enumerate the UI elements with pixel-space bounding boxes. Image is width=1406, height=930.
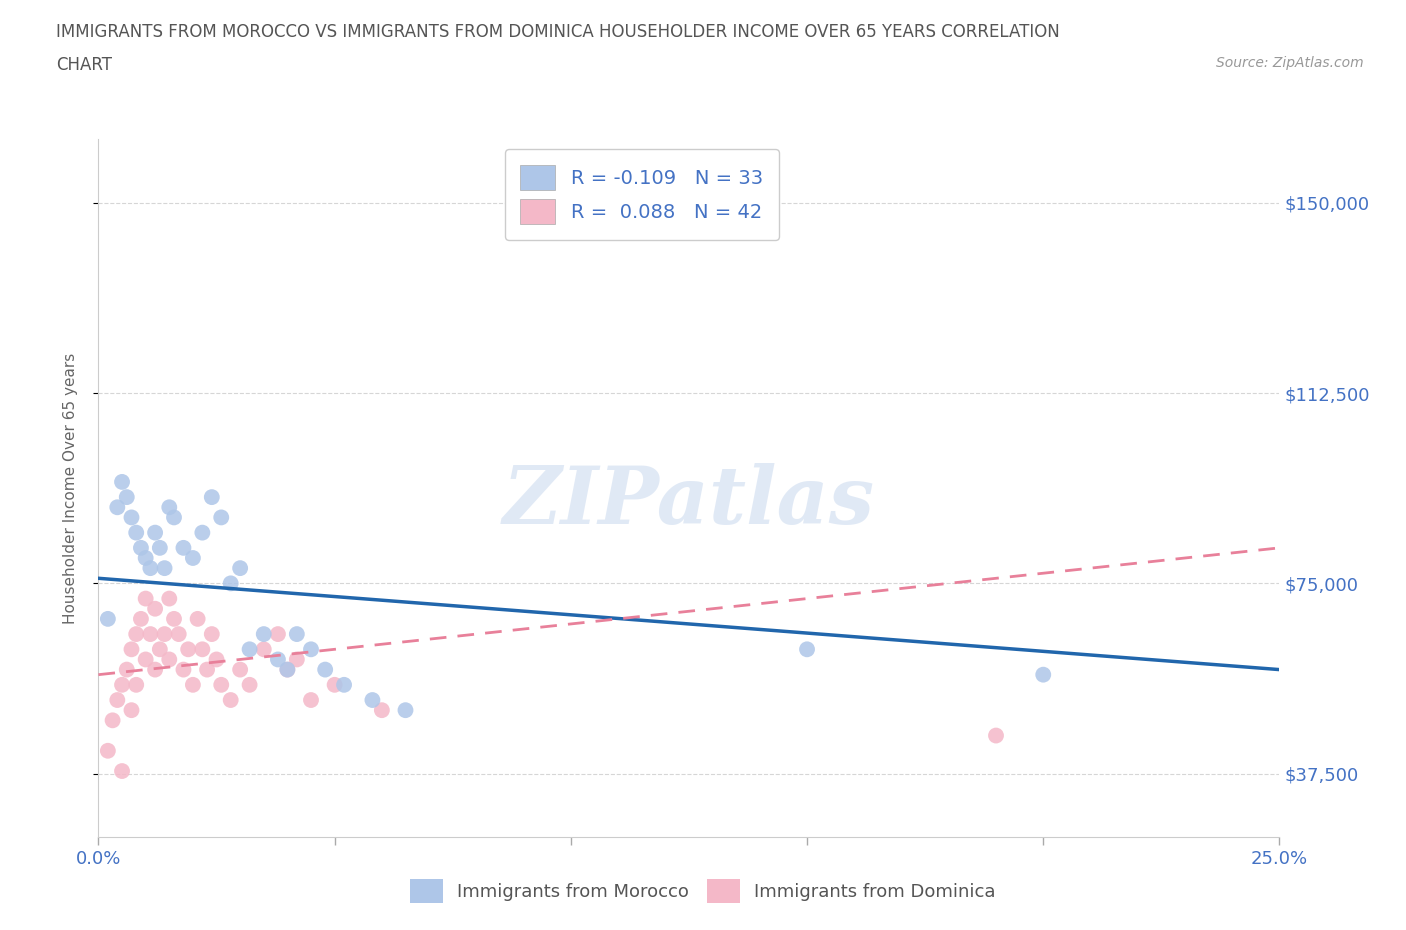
Point	[209, 677, 232, 692]
Point	[229, 662, 252, 677]
Point	[191, 642, 214, 657]
Point	[299, 642, 322, 657]
Point	[121, 703, 143, 718]
Point	[314, 662, 336, 677]
Point	[135, 591, 157, 606]
Point	[371, 703, 394, 718]
Point	[187, 611, 209, 626]
Point	[143, 525, 166, 540]
Point	[153, 627, 176, 642]
Text: CHART: CHART	[56, 56, 112, 73]
Point	[135, 652, 157, 667]
Point	[121, 642, 143, 657]
Y-axis label: Householder Income Over 65 years: Householder Income Over 65 years	[63, 352, 77, 624]
Point	[167, 627, 190, 642]
Point	[267, 652, 290, 667]
Legend: Immigrants from Morocco, Immigrants from Dominica: Immigrants from Morocco, Immigrants from…	[401, 870, 1005, 911]
Point	[177, 642, 200, 657]
Point	[129, 611, 152, 626]
Point	[153, 561, 176, 576]
Point	[105, 499, 128, 514]
Point	[97, 611, 120, 626]
Point	[143, 662, 166, 677]
Point	[172, 662, 194, 677]
Point	[201, 490, 224, 505]
Point	[181, 677, 204, 692]
Point	[105, 693, 128, 708]
Point	[239, 677, 262, 692]
Point	[149, 642, 172, 657]
Point	[125, 627, 148, 642]
Point	[97, 743, 120, 758]
Point	[267, 627, 290, 642]
Point	[191, 525, 214, 540]
Point	[276, 662, 298, 677]
Point	[115, 662, 138, 677]
Point	[285, 627, 308, 642]
Point	[129, 540, 152, 555]
Point	[139, 627, 162, 642]
Point	[1032, 667, 1054, 682]
Point	[209, 510, 232, 525]
Point	[163, 611, 186, 626]
Point	[157, 591, 180, 606]
Point	[121, 510, 143, 525]
Point	[201, 627, 224, 642]
Point	[111, 764, 134, 778]
Point	[229, 561, 252, 576]
Text: ZIPatlas: ZIPatlas	[503, 463, 875, 541]
Point	[361, 693, 384, 708]
Point	[276, 662, 298, 677]
Point	[157, 499, 180, 514]
Point	[333, 677, 356, 692]
Point	[253, 627, 276, 642]
Point	[172, 540, 194, 555]
Point	[219, 576, 242, 591]
Point	[111, 474, 134, 489]
Point	[139, 561, 162, 576]
Point	[143, 602, 166, 617]
Point	[111, 677, 134, 692]
Point	[285, 652, 308, 667]
Point	[195, 662, 218, 677]
Point	[253, 642, 276, 657]
Text: Source: ZipAtlas.com: Source: ZipAtlas.com	[1216, 56, 1364, 70]
Point	[157, 652, 180, 667]
Point	[163, 510, 186, 525]
Point	[125, 677, 148, 692]
Point	[984, 728, 1007, 743]
Point	[125, 525, 148, 540]
Point	[115, 490, 138, 505]
Point	[219, 693, 242, 708]
Point	[796, 642, 818, 657]
Point	[299, 693, 322, 708]
Legend: R = -0.109   N = 33, R =  0.088   N = 42: R = -0.109 N = 33, R = 0.088 N = 42	[505, 149, 779, 240]
Point	[181, 551, 204, 565]
Text: IMMIGRANTS FROM MOROCCO VS IMMIGRANTS FROM DOMINICA HOUSEHOLDER INCOME OVER 65 Y: IMMIGRANTS FROM MOROCCO VS IMMIGRANTS FR…	[56, 23, 1060, 41]
Point	[394, 703, 416, 718]
Point	[149, 540, 172, 555]
Point	[239, 642, 262, 657]
Point	[101, 713, 124, 728]
Point	[205, 652, 228, 667]
Point	[323, 677, 346, 692]
Point	[135, 551, 157, 565]
